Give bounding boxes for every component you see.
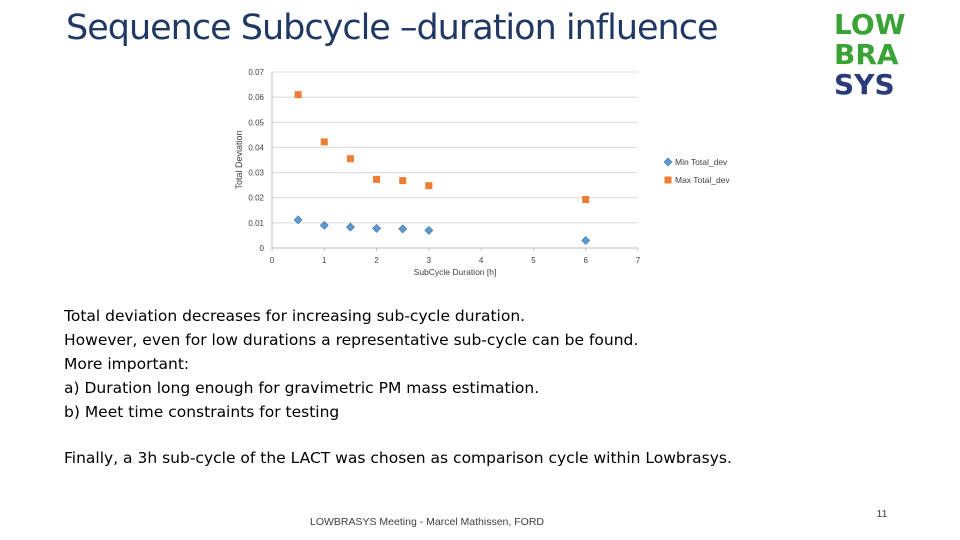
- y-tick-label: 0.07: [248, 68, 264, 77]
- conclusion-text: Finally, a 3h sub-cycle of the LACT was …: [64, 449, 732, 467]
- y-tick-label: 0.04: [248, 143, 264, 152]
- duration-scatter-chart: 0 0.01 0.02 0.03 0.04 0.05 0.06 0.07 0 1 2 3 4 5 6 7 M…: [234, 68, 730, 277]
- summary-line-2: However, even for low durations a repres…: [64, 331, 639, 349]
- y-tick-label: 0.03: [248, 169, 264, 178]
- chart-legend: Min Total_dev Max Total_dev: [663, 157, 730, 185]
- x-axis-label: SubCycle Duration [h]: [414, 267, 497, 277]
- data-points: [293, 91, 591, 245]
- min-point: [581, 236, 591, 245]
- x-tick-label: 4: [479, 256, 484, 265]
- logo-line-2: BRA: [834, 38, 899, 71]
- footer-text: LOWBRASYS Meeting - Marcel Mathissen, FO…: [310, 516, 544, 528]
- legend-marker: [664, 176, 672, 184]
- lowbrasys-logo: LOW BRA SYS: [834, 8, 906, 100]
- x-tick-label: 5: [531, 256, 536, 265]
- max-point: [425, 182, 433, 190]
- x-tick-label: 2: [374, 256, 379, 265]
- y-tick-label: 0: [260, 244, 265, 253]
- chart-grid: [272, 71, 638, 224]
- x-tick-label: 7: [636, 256, 641, 265]
- slide-title: Sequence Subcycle –duration influence: [66, 8, 719, 48]
- y-tick-label: 0.06: [248, 93, 264, 102]
- max-point: [294, 91, 302, 99]
- x-tick-labels: 0 1 2 3 4 5 6 7: [270, 256, 641, 265]
- logo-line-1: LOW: [834, 8, 906, 41]
- summary-text: Total deviation decreases for increasing…: [64, 304, 764, 424]
- y-tick-label: 0.05: [248, 118, 264, 127]
- chart-axes: [271, 72, 639, 251]
- max-point: [373, 175, 381, 183]
- legend-marker: [663, 157, 673, 167]
- y-tick-label: 0.01: [248, 219, 264, 228]
- legend-label: Max Total_dev: [675, 175, 730, 185]
- summary-line-5: b) Meet time constraints for testing: [64, 403, 340, 421]
- x-tick-label: 0: [270, 256, 275, 265]
- min-point: [346, 222, 355, 232]
- y-tick-label: 0.02: [248, 194, 264, 203]
- summary-line-4: a) Duration long enough for gravimetric …: [64, 379, 540, 397]
- y-tick-labels: 0 0.01 0.02 0.03 0.04 0.05 0.06 0.07: [248, 68, 264, 253]
- min-point: [372, 223, 381, 233]
- max-point: [320, 138, 328, 146]
- max-point: [399, 177, 407, 185]
- max-point: [346, 155, 354, 163]
- legend-label: Min Total_dev: [675, 157, 728, 167]
- summary-line-1: Total deviation decreases for increasing…: [64, 307, 526, 325]
- min-point: [293, 215, 303, 225]
- y-axis-label: Total Deviation: [234, 130, 244, 189]
- x-tick-label: 6: [583, 256, 588, 265]
- summary-line-3: More important:: [64, 355, 190, 373]
- min-point: [319, 220, 329, 230]
- x-tick-label: 1: [322, 256, 327, 265]
- min-point: [398, 224, 408, 234]
- min-point: [424, 225, 434, 235]
- max-point: [582, 195, 590, 203]
- page-number: 11: [876, 508, 888, 520]
- x-tick-label: 3: [427, 256, 432, 265]
- logo-line-3: SYS: [834, 68, 895, 100]
